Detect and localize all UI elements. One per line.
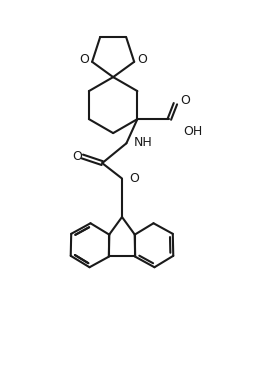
Text: O: O [79, 53, 89, 66]
Text: OH: OH [183, 125, 203, 138]
Text: NH: NH [133, 136, 152, 149]
Text: O: O [137, 53, 147, 66]
Text: O: O [129, 172, 139, 185]
Text: O: O [180, 94, 190, 107]
Text: O: O [73, 150, 82, 163]
